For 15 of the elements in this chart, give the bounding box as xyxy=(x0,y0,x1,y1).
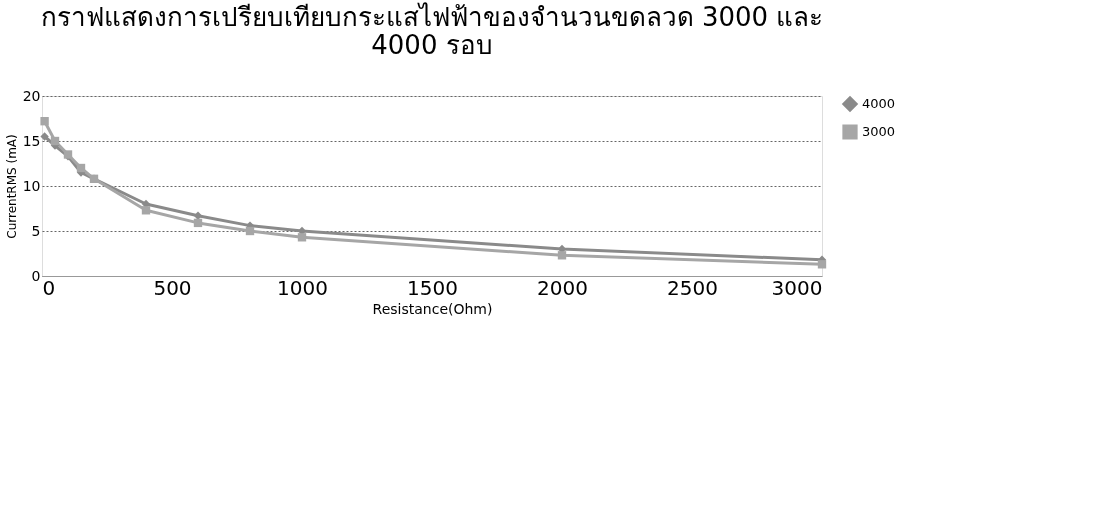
y-tick-label: 5 xyxy=(31,222,41,239)
legend-label: 3000 xyxy=(862,124,896,139)
y-axis-title: CurrentRMS (mA) xyxy=(4,134,19,239)
y-tick-label: 20 xyxy=(22,87,41,104)
legend-label: 4000 xyxy=(862,96,896,111)
x-tick-label: 1000 xyxy=(277,275,328,300)
x-tick-label: 2000 xyxy=(537,275,588,300)
x-tick-label: 2500 xyxy=(667,275,718,300)
x-tick-label: 1500 xyxy=(407,275,458,300)
x-axis-title: Resistance(Ohm) xyxy=(372,300,493,317)
chart-title: กราฟแสดงการเปรียบเทียบกระแสไฟฟ้าของจำนวนขดลวด 3000 และ 4000 รอบ xyxy=(40,2,824,60)
y-tick-label: 15 xyxy=(22,132,41,149)
y-tick-label: 10 xyxy=(22,177,41,194)
x-tick-label: 500 xyxy=(153,275,192,300)
x-tick-label: 3000 xyxy=(771,275,823,300)
